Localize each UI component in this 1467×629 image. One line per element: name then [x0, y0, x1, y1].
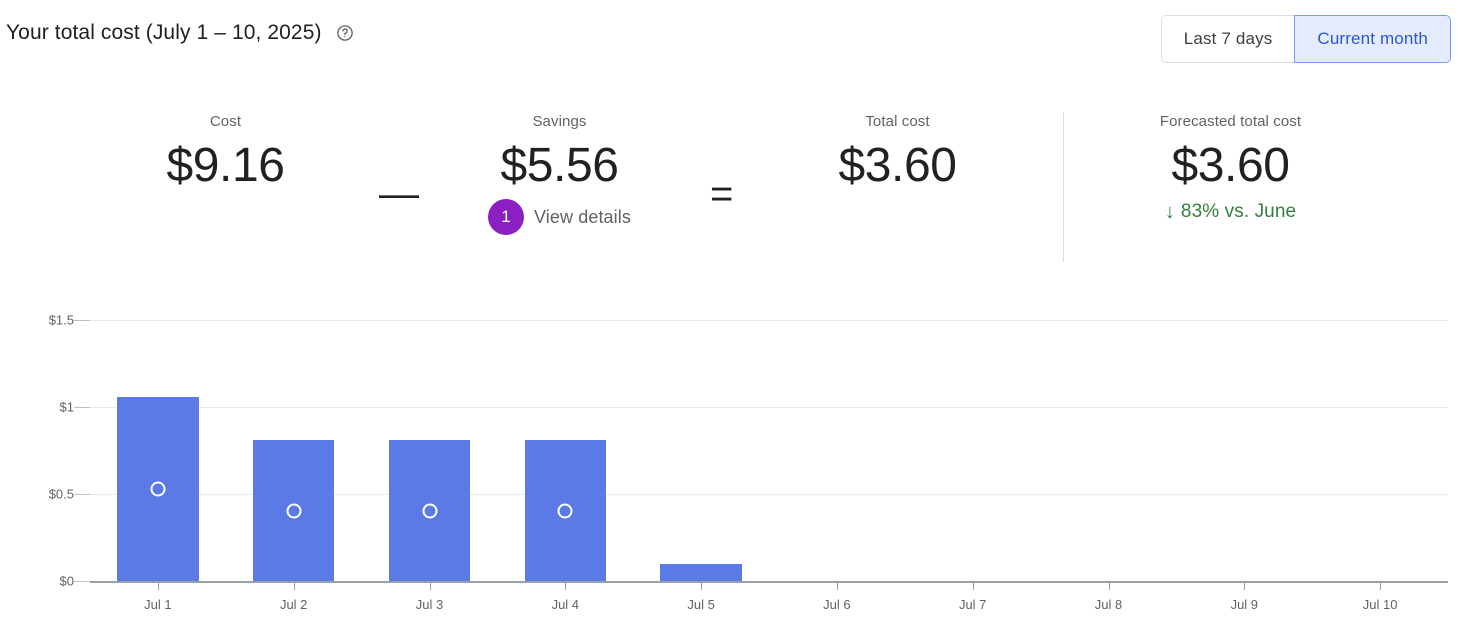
- chart-point-marker[interactable]: [422, 503, 437, 519]
- chart-bar[interactable]: [660, 563, 742, 581]
- tab-current-month[interactable]: Current month: [1294, 15, 1451, 63]
- cost-bar-chart: $0 $0.5 $1 $1.5 Jul 1 Jul 2 Jul 3 Jul 4 Jul 5 Jul…: [0, 290, 1467, 629]
- chart-point-marker[interactable]: [286, 503, 302, 519]
- date-range-toggle[interactable]: Last 7 days Current month: [1160, 15, 1451, 63]
- minus-operator: —: [379, 172, 419, 216]
- x-axis-label: Jul 2: [279, 597, 308, 612]
- x-axis-label: Jul 1: [144, 597, 172, 612]
- metric-cost: Cost $9.16: [118, 112, 333, 197]
- x-axis-tick: [1108, 581, 1110, 590]
- forecast-delta-text: 83% vs. June: [1180, 201, 1297, 222]
- annotation-badge-1[interactable]: 1: [488, 199, 525, 235]
- view-details-link[interactable]: View details: [534, 206, 631, 227]
- y-axis-label: $0: [59, 573, 74, 589]
- page-title: Your total cost (July 1 – 10, 2025): [6, 21, 322, 44]
- metric-cost-value: $9.16: [166, 139, 285, 192]
- metric-forecast-value: $3.60: [1171, 139, 1290, 192]
- y-axis-tick: [74, 494, 90, 495]
- x-axis-label: Jul 6: [823, 597, 851, 612]
- metric-forecasted-total-cost: Forecasted total cost $3.60 ↓ 83% vs. Ju…: [1123, 112, 1338, 223]
- metric-total-cost: Total cost $3.60: [790, 112, 1005, 197]
- metric-forecast-label: Forecasted total cost: [1159, 113, 1302, 130]
- x-axis-tick: [293, 581, 295, 590]
- tab-last-7-days[interactable]: Last 7 days: [1160, 15, 1295, 63]
- x-axis-label: Jul 4: [551, 597, 580, 612]
- arrow-down-icon: ↓: [1164, 201, 1175, 223]
- cost-summary: Cost $9.16 — Savings $5.56 1 View detail…: [0, 112, 1467, 277]
- x-axis-label: Jul 10: [1362, 597, 1398, 612]
- x-axis-tick: [1244, 581, 1246, 590]
- chart-point-marker[interactable]: [557, 503, 573, 519]
- y-axis-label: $1: [59, 399, 74, 415]
- metric-cost-label: Cost: [209, 113, 242, 130]
- y-axis-tick: [74, 581, 90, 582]
- x-axis-tick: [972, 581, 974, 590]
- gridline: [90, 581, 1448, 583]
- x-axis-label: Jul 3: [415, 597, 444, 612]
- x-axis-label: Jul 5: [687, 597, 715, 612]
- gridline: [90, 407, 1448, 408]
- x-axis-tick: [565, 581, 567, 590]
- page-header: Your total cost (July 1 – 10, 2025) Last…: [0, 0, 1467, 78]
- metric-savings-value: $5.56: [500, 139, 619, 192]
- x-axis-tick: [836, 581, 838, 590]
- metric-total-cost-label: Total cost: [865, 113, 930, 130]
- chart-plot-area[interactable]: $0 $0.5 $1 $1.5 Jul 1 Jul 2 Jul 3 Jul 4 Jul 5 Jul…: [49, 313, 1448, 612]
- equals-operator: =: [710, 172, 734, 216]
- x-axis-label: Jul 7: [958, 597, 987, 612]
- gridline: [90, 494, 1448, 495]
- x-axis-tick: [1380, 581, 1382, 590]
- x-axis-label: Jul 9: [1230, 597, 1259, 612]
- metric-savings: Savings $5.56 1 View details: [452, 112, 667, 235]
- metric-total-cost-value: $3.60: [838, 139, 957, 192]
- title-group: Your total cost (July 1 – 10, 2025): [6, 20, 354, 46]
- x-axis-tick: [429, 581, 431, 590]
- x-axis-tick: [157, 581, 159, 590]
- metric-savings-label: Savings: [532, 113, 587, 130]
- help-circle-icon[interactable]: [336, 24, 354, 42]
- chart-point-marker[interactable]: [150, 481, 166, 497]
- y-axis-tick: [74, 407, 90, 408]
- gridline: [90, 320, 1448, 321]
- summary-divider: [1063, 112, 1064, 262]
- x-axis-label: Jul 8: [1094, 597, 1123, 612]
- y-axis-label: $1.5: [48, 312, 74, 328]
- savings-details-row: 1 View details: [452, 199, 667, 235]
- forecast-delta: ↓ 83% vs. June: [1123, 201, 1338, 223]
- y-axis-tick: [74, 320, 90, 321]
- y-axis-label: $0.5: [48, 486, 74, 502]
- x-axis-tick: [701, 581, 703, 590]
